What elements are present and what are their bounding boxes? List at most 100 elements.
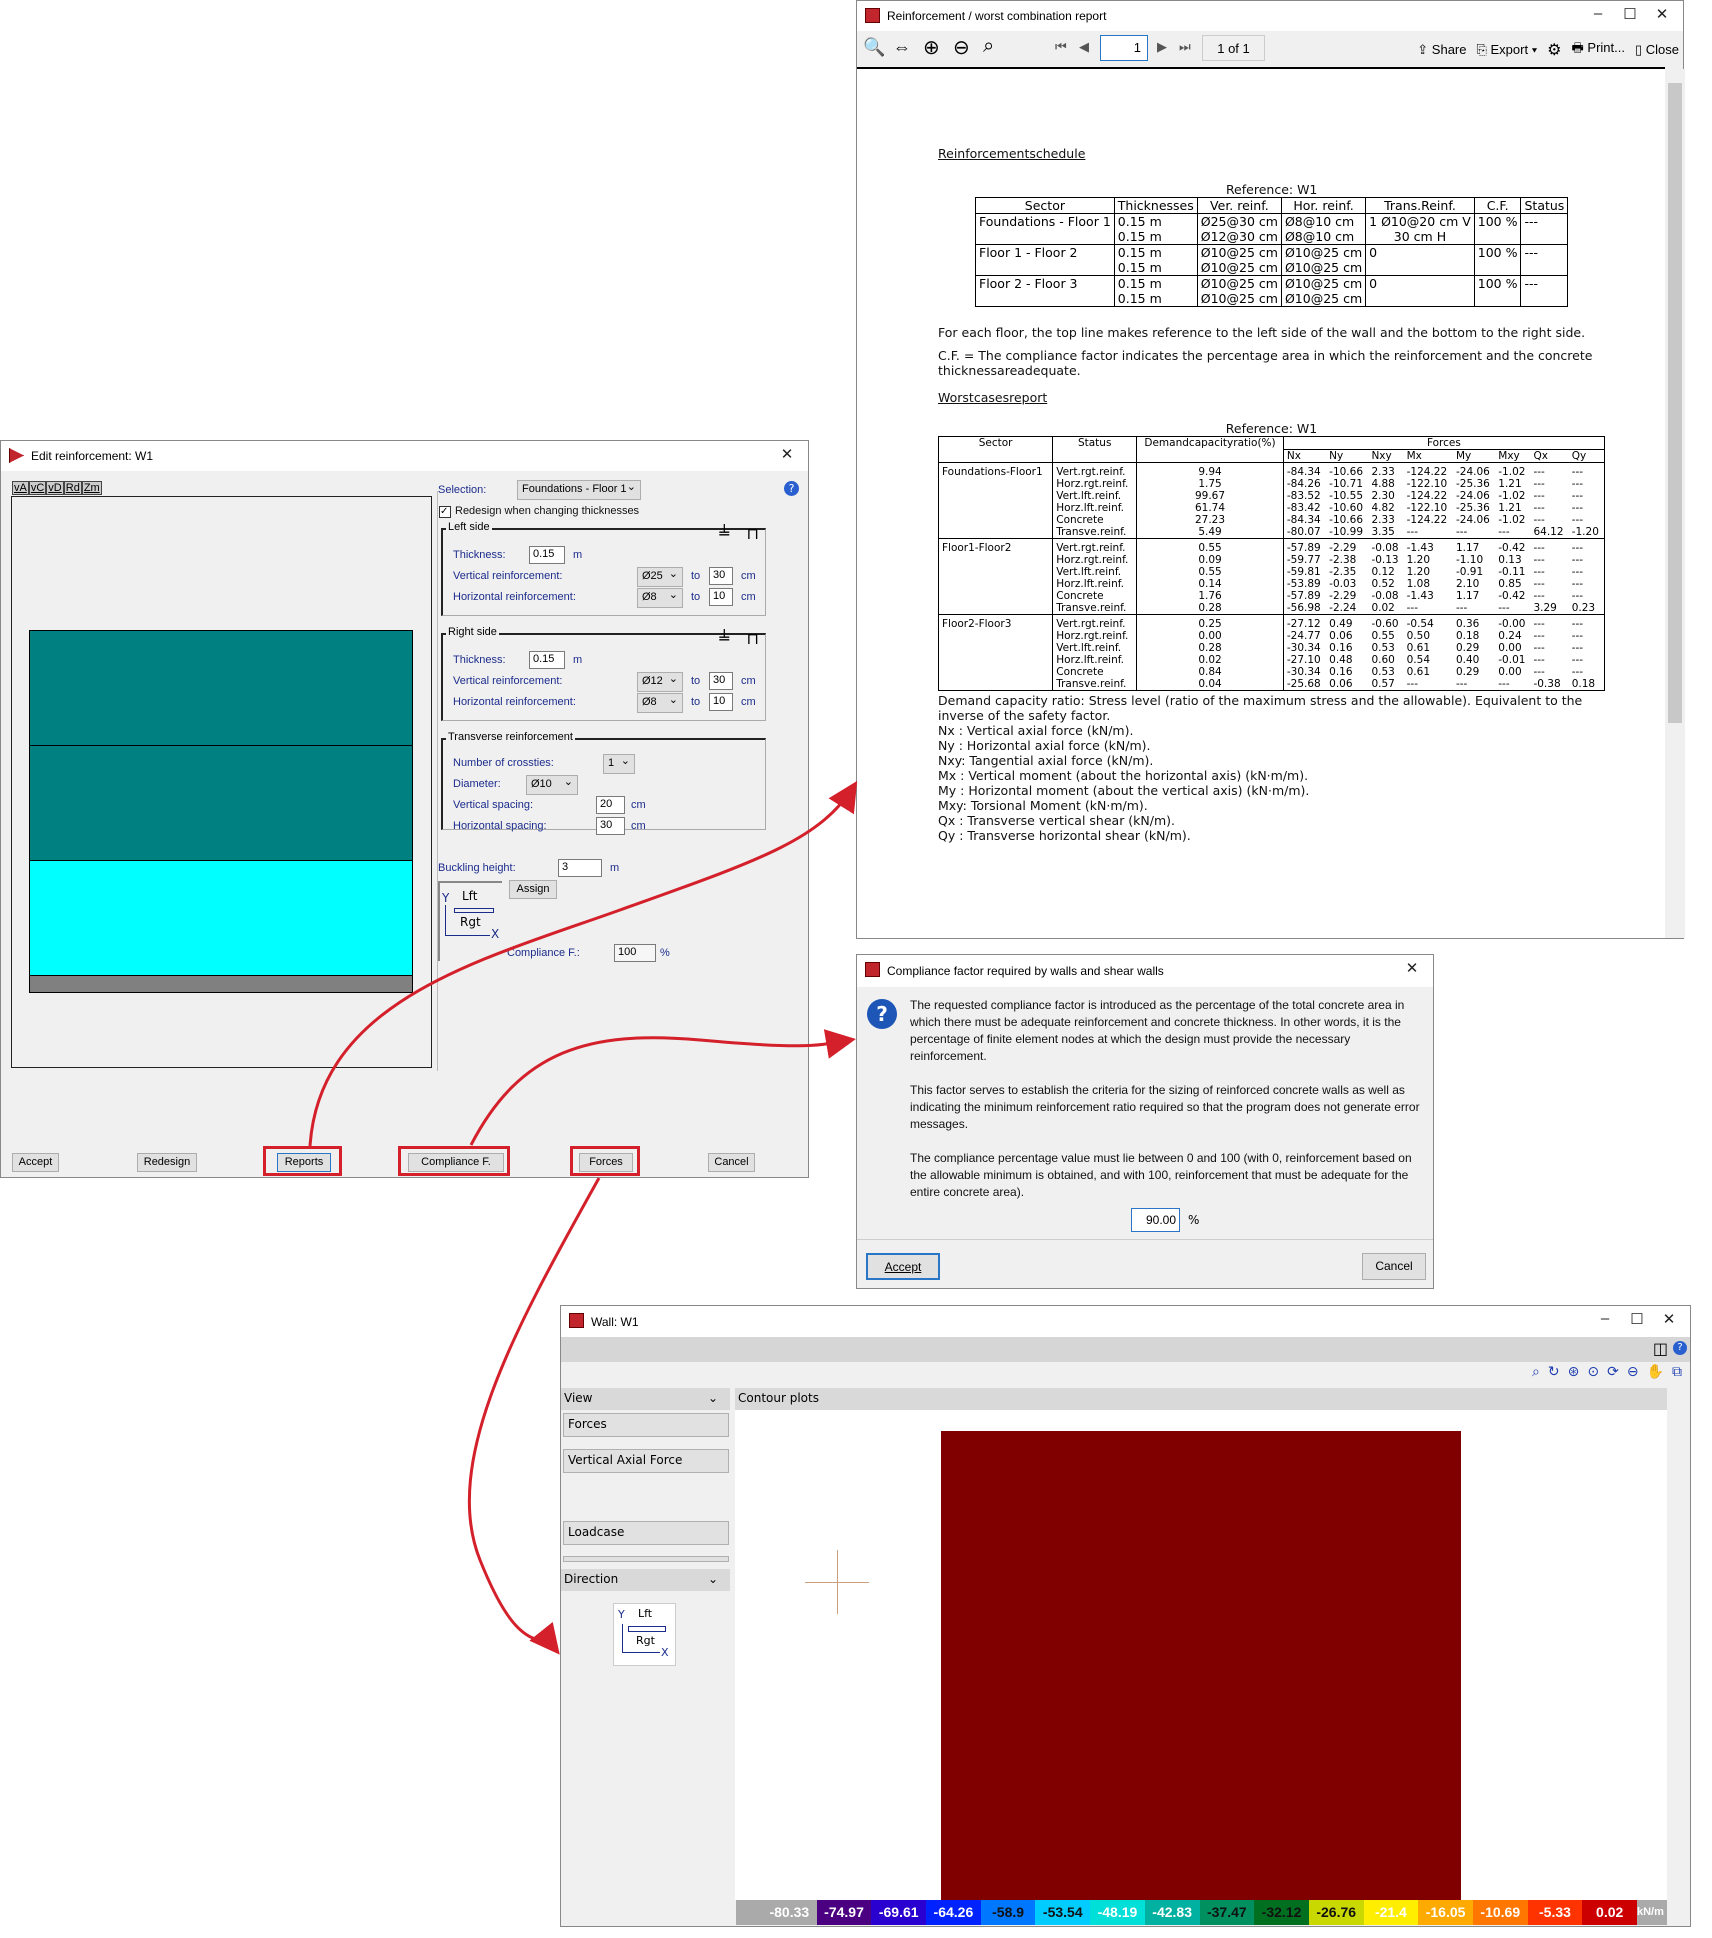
horizontal-spacing-input[interactable]: 10 [709, 693, 733, 711]
view-tab[interactable]: vD [46, 481, 64, 495]
first-page-icon[interactable]: ⏮ [1055, 39, 1067, 54]
horizontal-spacing-input[interactable]: 30 [596, 817, 625, 835]
print-button[interactable]: 🖶 Print... [1571, 40, 1625, 55]
vertical-spacing-input[interactable]: 30 [709, 567, 733, 585]
view-tab[interactable]: vA [12, 481, 29, 495]
close-icon[interactable]: ✕ [1662, 1311, 1676, 1328]
close-icon[interactable]: ✕ [780, 446, 794, 463]
bar-layout-icon[interactable]: ╧ [719, 524, 729, 543]
diameter-dropdown[interactable]: Ø10 [526, 775, 578, 795]
accept-button[interactable]: Accept [12, 1153, 59, 1172]
worst-row: Vert.lft.reinf. 99.67 -83.52 -10.55 2.30 -124… [939, 490, 1605, 502]
zoom-prev-icon[interactable]: ⊖ [1626, 1364, 1639, 1380]
cancel-button[interactable]: Cancel [1362, 1253, 1426, 1280]
last-page-icon[interactable]: ⏭ [1179, 39, 1191, 54]
close-icon[interactable]: ✕ [1655, 6, 1669, 23]
horizontal-spacing-label: Horizontal spacing: [453, 820, 547, 832]
wall-segment-floor2[interactable] [29, 860, 413, 976]
view-dropdown[interactable]: View ⌄ [561, 1388, 730, 1410]
selection-dropdown[interactable]: Foundations - Floor 1 [517, 480, 641, 500]
accept-button[interactable]: Accept [866, 1253, 940, 1280]
forces-selector[interactable]: Forces [563, 1413, 729, 1437]
contour-canvas[interactable] [735, 1410, 1667, 1901]
compliance-value-input[interactable]: 90.00 [1131, 1208, 1180, 1232]
prev-page-icon[interactable]: ◀ [1079, 39, 1089, 54]
vertical-spacing-input[interactable]: 30 [709, 672, 733, 690]
crossties-dropdown[interactable]: 1 [603, 754, 635, 774]
view-toolbar: ⌕ ↻ ⊛ ⊙ ⟳ ⊖ ✋ ⧉ [1532, 1364, 1682, 1388]
next-page-icon[interactable]: ▶ [1157, 39, 1167, 54]
scale-label: -26.76 [1308, 1900, 1364, 1925]
thickness-input[interactable]: 0.15 [529, 546, 565, 564]
vertical-axial-force-selector[interactable]: Vertical Axial Force [563, 1449, 729, 1473]
minimize-icon[interactable]: – [1600, 1310, 1610, 1327]
reports-button[interactable]: Reports [277, 1153, 331, 1172]
page-view-icon[interactable]: 🔍 [863, 37, 886, 57]
redraw-icon[interactable]: ⟳ [1607, 1364, 1619, 1380]
buckling-input[interactable]: 3 [558, 859, 602, 877]
unit-cm: cm [741, 675, 756, 687]
assign-button[interactable]: Assign [509, 880, 557, 899]
cancel-button[interactable]: Cancel [708, 1153, 755, 1172]
view-tab[interactable]: Zm [81, 481, 102, 495]
stirrup-icon[interactable]: ⊓ [746, 524, 759, 543]
compliance-button[interactable]: Compliance F. [408, 1153, 504, 1172]
share-button[interactable]: ⇪ Share [1417, 42, 1467, 57]
search-icon[interactable]: ⌕ [1532, 1364, 1540, 1380]
help-icon[interactable]: ? [1673, 1341, 1687, 1355]
horizontal-spacing-input[interactable]: 10 [709, 588, 733, 606]
scale-label: -32.12 [1254, 1900, 1309, 1925]
zoom-out-icon[interactable]: ⊖ [953, 37, 970, 59]
vertical-diameter-dropdown[interactable]: Ø25 [637, 567, 683, 587]
bar-layout-icon[interactable]: ╧ [719, 629, 729, 648]
fit-page-icon[interactable]: ⇔ [893, 37, 911, 57]
zoom-all-icon[interactable]: ⊛ [1567, 1364, 1580, 1380]
unit-cm: cm [741, 696, 756, 708]
scale-label: -80.33 [762, 1900, 817, 1925]
export-view-icon[interactable]: ⧉ [1672, 1364, 1682, 1380]
page-number-input[interactable]: 1 [1100, 35, 1148, 61]
horizontal-diameter-dropdown[interactable]: Ø8 [637, 693, 683, 713]
maximize-icon[interactable]: ☐ [1623, 6, 1637, 23]
compliance-input: 100 [614, 944, 656, 962]
collapsed-selector[interactable] [563, 1556, 729, 1562]
vertical-diameter-dropdown[interactable]: Ø12 [637, 672, 683, 692]
close-icon[interactable]: ✕ [1405, 960, 1419, 977]
rotate-icon[interactable]: ↻ [1547, 1364, 1560, 1380]
compliance-dialog: Compliance factor required by walls and … [856, 954, 1434, 1289]
zoom-window-icon[interactable]: ⊙ [1587, 1364, 1600, 1380]
layout-icon[interactable]: ◫ [1652, 1339, 1668, 1358]
wall-segment-floor1[interactable] [29, 745, 413, 861]
left-side-title: Left side [446, 521, 492, 533]
redesign-button[interactable]: Redesign [137, 1153, 197, 1172]
contour-plots-header: Contour plots [735, 1388, 1667, 1410]
wall-segment-foundation[interactable] [29, 630, 413, 746]
redesign-checkbox[interactable]: ✓ [439, 506, 451, 518]
help-icon[interactable]: ? [784, 481, 799, 496]
export-button[interactable]: ⎘ Export ▾ [1476, 42, 1538, 57]
zoom-in-icon[interactable]: ⊕ [923, 37, 940, 59]
thickness-input[interactable]: 0.15 [529, 651, 565, 669]
scale-label: -42.83 [1144, 1900, 1200, 1925]
label-lft: Lft [638, 1607, 653, 1620]
minimize-icon[interactable]: – [1593, 5, 1603, 22]
view-tab[interactable]: vC [28, 481, 47, 495]
stirrup-icon[interactable]: ⊓ [746, 629, 759, 648]
pan-icon[interactable]: ✋ [1646, 1364, 1664, 1380]
loadcase-selector[interactable]: Loadcase [563, 1521, 729, 1545]
direction-dropdown[interactable]: Direction ⌄ [561, 1569, 730, 1591]
scrollbar[interactable] [1665, 69, 1685, 938]
highlight-compliance [398, 1146, 510, 1176]
view-tab[interactable]: Rd [63, 481, 82, 495]
vertical-spacing-input[interactable]: 20 [596, 796, 625, 814]
zoom-region-icon[interactable]: ⌕ [983, 35, 995, 57]
scale-label: -53.54 [1035, 1900, 1091, 1925]
close-report-button[interactable]: ▯ Close [1634, 42, 1679, 57]
maximize-icon[interactable]: ☐ [1630, 1311, 1644, 1328]
horizontal-diameter-dropdown[interactable]: Ø8 [637, 588, 683, 608]
forces-button[interactable]: Forces [579, 1153, 633, 1172]
settings-icon[interactable]: ⚙ [1547, 42, 1562, 59]
unit-m: m [573, 549, 583, 561]
unit-pct: % [1188, 1213, 1200, 1227]
worst-row: Vert.lft.reinf. 0.55 -59.81 -2.35 0.12 1.20 -0… [939, 566, 1605, 578]
